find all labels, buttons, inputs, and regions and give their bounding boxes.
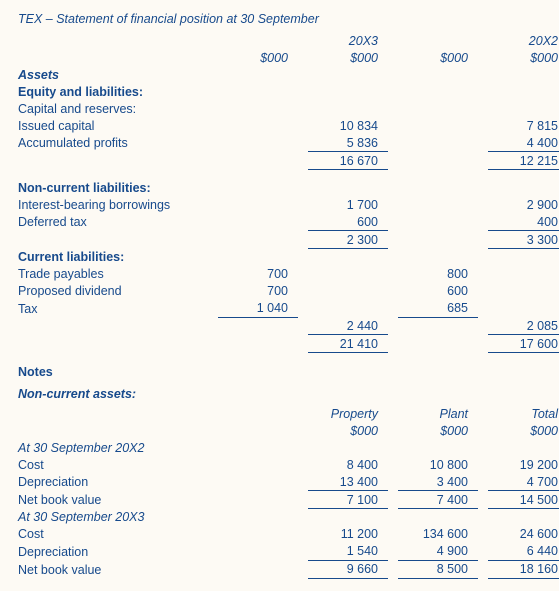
nca-p1-nbv-pl: 7 400 [398,491,478,509]
val-cl-sub-y2: 2 085 [488,317,559,335]
nca-p1-cost-pl: 10 800 [398,456,478,473]
nca-p1-dep-pl: 3 400 [398,473,478,491]
unit-2a: $000 [398,49,478,66]
section-nca: Non-current assets: [18,379,541,405]
row-issued-capital: Issued capital [18,117,218,134]
val-cl-sub-y1: 2 440 [308,317,388,335]
val-tax-c2: 685 [398,300,478,318]
val-equity-sub-y2: 12 215 [488,152,559,170]
col-year1: 20X3 [308,32,388,49]
nca-p2-dep: Depreciation [18,543,218,561]
nca-hdr-total: Total [488,405,559,422]
row-trade-pay: Trade payables [18,266,218,283]
nca-p1-dep: Depreciation [18,473,218,491]
val-def-tax-y1: 600 [308,213,388,231]
val-ncl-sub-y1: 2 300 [308,231,388,249]
nca-p2-nbv-p: 9 660 [308,560,388,578]
section-equity: Equity and liabilities: [18,83,218,100]
nca-p2-cost-pl: 134 600 [398,526,478,543]
nca-p1-nbv: Net book value [18,491,218,509]
col-year2: 20X2 [488,32,559,49]
nca-at-20x3: At 30 September 20X3 [18,509,218,526]
val-ncl-sub-y2: 3 300 [488,231,559,249]
section-cur-liab: Current liabilities: [18,249,218,266]
nca-unit-p: $000 [308,422,388,439]
val-equity-sub-y1: 16 670 [308,152,388,170]
nca-p2-nbv-t: 18 160 [488,560,559,578]
val-grand-y2: 17 600 [488,335,559,353]
nca-p1-dep-t: 4 700 [488,473,559,491]
row-capital-reserves: Capital and reserves: [18,100,218,117]
nca-p2-nbv-pl: 8 500 [398,560,478,578]
nca-hdr-plant: Plant [398,405,478,422]
section-notes: Notes [18,353,541,379]
nca-p1-nbv-p: 7 100 [308,491,388,509]
unit-1a: $000 [218,49,298,66]
val-accum-profits-y2: 4 400 [488,134,559,152]
val-accum-profits-y1: 5 836 [308,134,388,152]
row-prop-div: Proposed dividend [18,283,218,300]
section-noncur-liab: Non-current liabilities: [18,179,218,196]
section-assets: Assets [18,66,218,83]
financial-position-table: 20X3 20X2 $000 $000 $000 $000 Assets Equ… [18,32,559,353]
val-int-borrow-y2: 2 900 [488,196,559,213]
nca-p1-cost-t: 19 200 [488,456,559,473]
val-issued-capital-y1: 10 834 [308,117,388,134]
nca-p1-dep-p: 13 400 [308,473,388,491]
statement-title: TEX – Statement of financial position at… [18,12,541,26]
val-prop-div-c2: 600 [398,283,478,300]
nca-p1-nbv-t: 14 500 [488,491,559,509]
row-tax: Tax [18,300,218,318]
val-tax-c1: 1 040 [218,300,298,318]
nca-table: Property Plant Total $000 $000 $000 At 3… [18,405,559,579]
val-trade-pay-c2: 800 [398,266,478,283]
val-prop-div-c1: 700 [218,283,298,300]
row-int-borrow: Interest-bearing borrowings [18,196,218,213]
nca-p1-cost: Cost [18,456,218,473]
nca-p2-nbv: Net book value [18,560,218,578]
nca-p1-cost-p: 8 400 [308,456,388,473]
nca-p2-cost-p: 11 200 [308,526,388,543]
nca-p2-dep-t: 6 440 [488,543,559,561]
nca-p2-cost-t: 24 600 [488,526,559,543]
nca-unit-t: $000 [488,422,559,439]
nca-p2-dep-p: 1 540 [308,543,388,561]
unit-2b: $000 [488,49,559,66]
nca-unit-pl: $000 [398,422,478,439]
val-grand-y1: 21 410 [308,335,388,353]
val-trade-pay-c1: 700 [218,266,298,283]
val-issued-capital-y2: 7 815 [488,117,559,134]
val-def-tax-y2: 400 [488,213,559,231]
row-def-tax: Deferred tax [18,213,218,231]
nca-hdr-property: Property [308,405,388,422]
unit-1b: $000 [308,49,388,66]
nca-p2-dep-pl: 4 900 [398,543,478,561]
val-int-borrow-y1: 1 700 [308,196,388,213]
row-accum-profits: Accumulated profits [18,134,218,152]
nca-at-20x2: At 30 September 20X2 [18,439,218,456]
nca-p2-cost: Cost [18,526,218,543]
